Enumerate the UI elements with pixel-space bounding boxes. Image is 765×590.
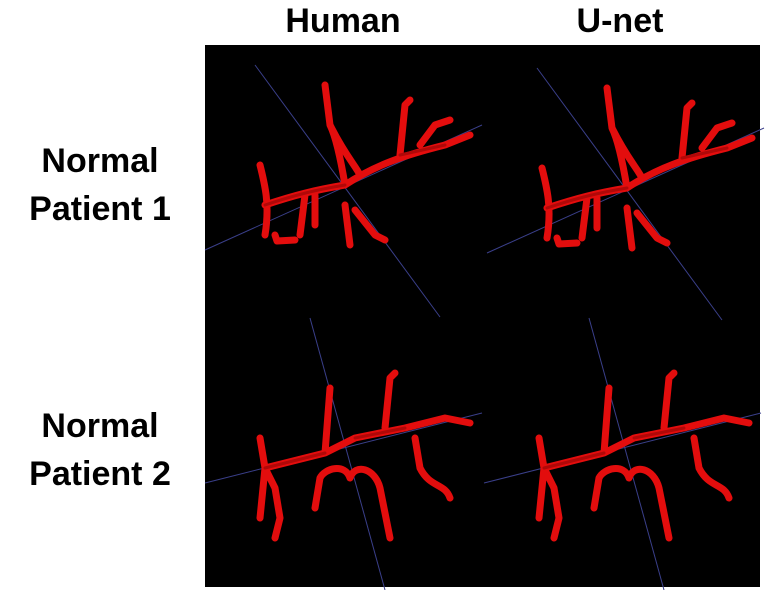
row-label: Normal (41, 142, 158, 180)
column-header: U-net (577, 2, 664, 40)
image-grid (205, 45, 760, 587)
row-label: Patient 1 (29, 190, 171, 228)
row-label: Normal (41, 407, 158, 445)
row-label: Patient 2 (29, 455, 171, 493)
column-header: Human (285, 2, 400, 40)
